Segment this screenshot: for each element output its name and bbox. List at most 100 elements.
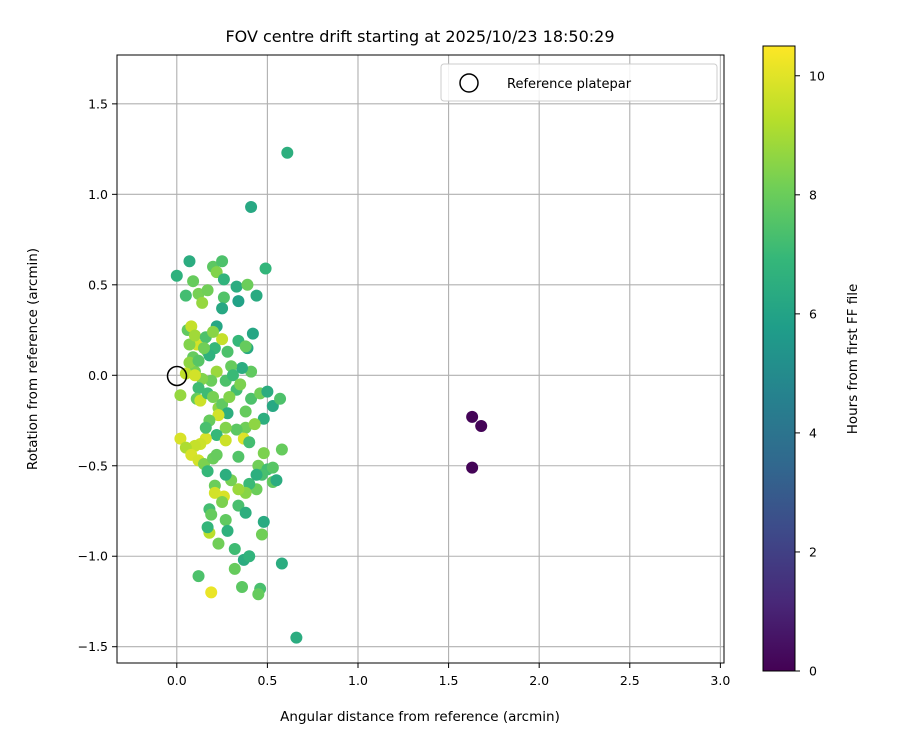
data-point: [194, 394, 207, 407]
data-point: [266, 400, 279, 413]
data-point: [174, 389, 187, 402]
data-point: [245, 201, 258, 213]
data-point: [255, 528, 268, 541]
reference-platepar-marker: [166, 365, 188, 387]
data-point: [196, 296, 209, 309]
plot-frame: [116, 54, 725, 664]
data-point: [192, 287, 205, 300]
data-point: [188, 439, 201, 452]
data-point: [236, 362, 249, 375]
data-point: [212, 409, 225, 422]
data-point: [212, 537, 225, 550]
data-point: [228, 562, 241, 575]
data-point: [219, 434, 232, 447]
data-point: [216, 333, 229, 346]
data-point: [225, 360, 238, 373]
legend: Reference platepar: [440, 63, 718, 102]
data-point: [248, 418, 261, 431]
data-point: [188, 329, 201, 342]
data-point: [290, 631, 303, 644]
data-point: [170, 269, 183, 282]
data-point: [246, 327, 259, 340]
data-point: [221, 407, 234, 420]
data-point: [275, 443, 288, 456]
data-point: [179, 289, 192, 302]
data-point: [221, 524, 234, 537]
chart-title: FOV centre drift starting at 2025/10/23 …: [225, 27, 614, 46]
colorbar-tick-label: 2: [809, 544, 817, 559]
data-point: [216, 302, 229, 315]
legend-box: [440, 63, 718, 102]
data-point: [475, 419, 488, 432]
data-point: [232, 483, 245, 496]
data-point: [232, 450, 245, 463]
data-point: [239, 405, 252, 418]
y-axis-ticks: 1.5 1.0 0.5 0.0 −0.5 −1.0 −1.5: [78, 96, 117, 654]
data-point: [216, 398, 229, 411]
x-axis-ticks: 0.0 0.5 1.0 1.5 2.0 2.5 3.0: [167, 663, 730, 688]
legend-label: Reference platepar: [507, 77, 632, 92]
data-point: [183, 255, 196, 268]
data-point: [232, 499, 245, 512]
data-point: [245, 365, 258, 378]
data-point: [221, 345, 234, 358]
y-tick-label: −1.5: [78, 639, 108, 654]
y-tick-label: −1.0: [78, 549, 108, 564]
y-tick-label: 0.5: [88, 277, 108, 292]
data-point: [234, 378, 247, 391]
data-point: [192, 570, 205, 583]
data-point: [466, 461, 479, 474]
colorbar-tick-label: 10: [809, 68, 825, 83]
data-point: [201, 521, 214, 534]
colorbar-ticks: 0 2 4 6 8 10: [795, 68, 825, 679]
data-point: [205, 586, 218, 599]
data-point: [219, 421, 232, 434]
data-point: [466, 410, 479, 423]
data-point: [210, 365, 223, 378]
data-point: [183, 356, 196, 369]
data-point: [230, 423, 243, 436]
data-point: [207, 391, 220, 403]
data-point: [274, 392, 287, 405]
data-point: [250, 468, 263, 481]
data-point: [239, 340, 252, 353]
data-point: [205, 508, 218, 521]
x-tick-label: 2.0: [529, 673, 549, 688]
colorbar-tick-label: 8: [809, 187, 817, 202]
data-point: [183, 338, 196, 351]
data-point: [219, 514, 232, 527]
data-point: [266, 461, 279, 474]
data-point: [257, 515, 270, 528]
y-tick-label: 0.0: [88, 368, 108, 383]
data-point: [275, 557, 288, 570]
data-point: [230, 280, 243, 293]
data-point: [257, 447, 270, 460]
data-point: [281, 146, 294, 159]
data-point: [199, 421, 212, 434]
data-point: [245, 392, 258, 405]
x-tick-label: 0.0: [167, 673, 187, 688]
colorbar-tick-label: 6: [809, 306, 817, 321]
data-point: [241, 278, 254, 291]
data-point: [216, 255, 229, 268]
y-axis-label: Rotation from reference (arcmin): [25, 248, 41, 470]
colorbar: 0 2 4 6 8 10 Hours from first FF file: [762, 45, 861, 679]
data-point: [250, 289, 263, 302]
data-point: [223, 391, 236, 403]
data-point: [201, 465, 214, 478]
data-point: [259, 262, 272, 275]
data-point: [270, 474, 283, 487]
y-tick-label: −0.5: [78, 458, 108, 473]
data-point: [243, 477, 256, 490]
data-point: [228, 543, 241, 555]
data-point: [216, 495, 229, 508]
colorbar-tick-label: 4: [809, 425, 817, 440]
data-point: [257, 412, 270, 425]
data-point: [208, 486, 221, 499]
data-point: [232, 295, 245, 308]
x-tick-label: 3.0: [710, 673, 730, 688]
data-point: [252, 459, 265, 472]
data-point: [210, 429, 223, 441]
data-point: [187, 275, 200, 288]
